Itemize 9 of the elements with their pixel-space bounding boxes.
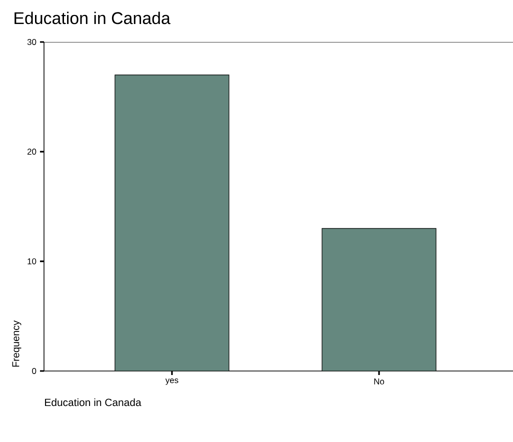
y-tick-label: 10 <box>28 258 36 264</box>
y-axis-title: Frequency <box>12 320 22 367</box>
y-tick-label: 20 <box>27 148 36 155</box>
x-tick-label: yes <box>165 378 178 385</box>
chart-title: Education in Canada <box>14 12 170 24</box>
x-tick-label: No <box>374 378 384 384</box>
x-axis-title: Education in Canada <box>45 398 142 406</box>
y-tick-label: 30 <box>27 39 36 45</box>
y-tick-label: 0 <box>32 368 36 374</box>
